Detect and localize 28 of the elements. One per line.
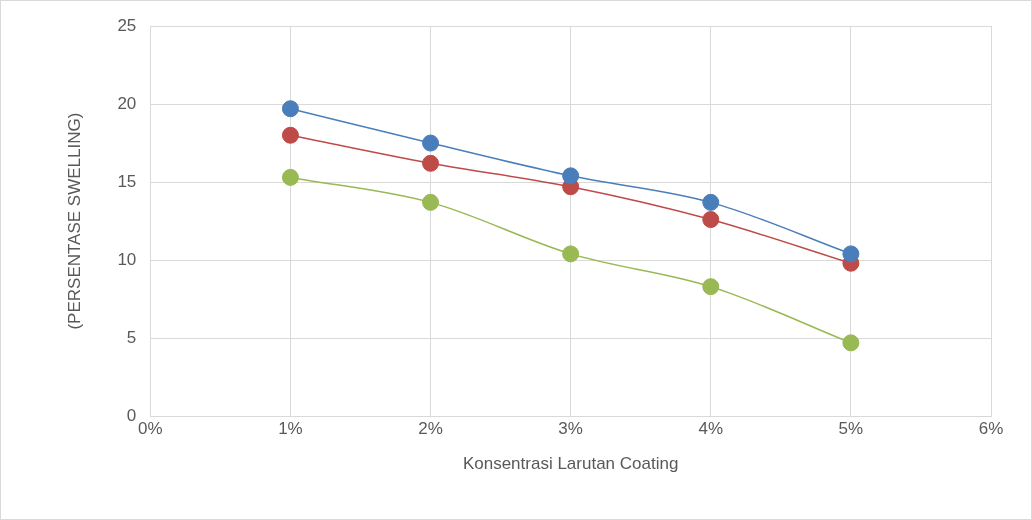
y-tick-label: 20 [117,93,137,113]
y-tick-label: 15 [117,171,137,191]
point [562,245,580,263]
point [281,100,299,118]
y-tick-label: 5 [126,327,137,347]
x-tick-label: 5% [838,419,864,439]
point [702,211,720,229]
x-tick-label: 1% [278,419,303,439]
x-tick-label: 0% [138,419,163,439]
x-tick-label: 4% [698,419,724,439]
y-tick-label: 25 [117,15,137,35]
y-tick-label: 0 [126,405,137,425]
point [422,193,440,211]
x-tick-label: 6% [978,419,1004,439]
point [281,126,299,144]
point [702,193,720,211]
point [281,168,299,186]
y-axis-title: (PERSENTASE SWELLING) [64,112,84,330]
point [842,245,860,263]
point [702,278,720,296]
point [562,167,580,185]
y-tick-label: 10 [117,249,137,269]
x-tick-label: 3% [558,419,583,439]
point [422,154,440,172]
point [422,134,440,152]
x-tick-label: 2% [418,419,443,439]
point [842,334,860,352]
x-axis-title: Konsentrasi Larutan Coating [462,454,679,474]
